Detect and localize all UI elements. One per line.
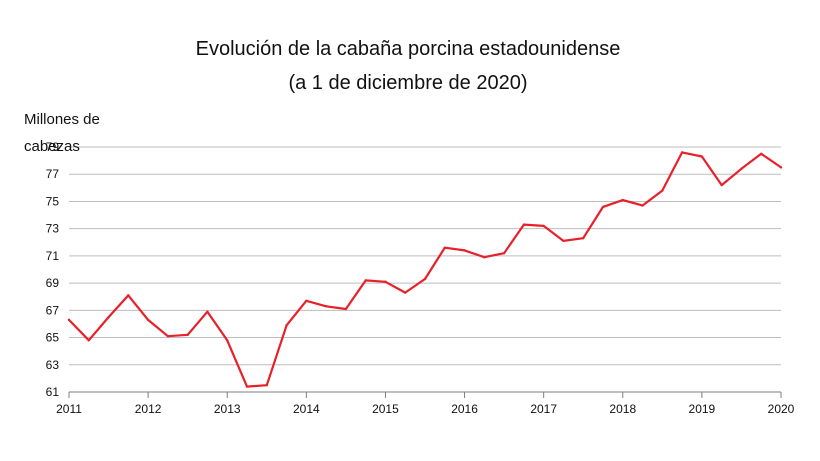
data-point — [265, 383, 268, 387]
x-tick-label: 2016 — [451, 402, 478, 416]
data-point — [740, 167, 743, 170]
series-line-0 — [67, 151, 783, 388]
data-point — [67, 318, 71, 322]
data-point — [423, 277, 427, 281]
x-tick-label: 2013 — [214, 402, 241, 416]
x-tick-label: 2015 — [372, 402, 399, 416]
gridlines — [69, 146, 781, 366]
data-point — [443, 246, 446, 249]
data-point — [404, 291, 407, 294]
data-point — [720, 183, 723, 187]
data-point — [206, 310, 209, 313]
y-tick-label: 75 — [46, 194, 60, 208]
data-point — [127, 294, 130, 297]
y-tick-label: 71 — [46, 249, 60, 263]
data-point — [245, 385, 249, 388]
data-point — [700, 155, 704, 158]
y-tick-label: 65 — [46, 331, 60, 345]
data-point — [680, 151, 684, 154]
x-tick-label: 2018 — [609, 402, 636, 416]
y-tick-label: 73 — [46, 222, 60, 236]
y-axis-label-line-2: cabezas — [24, 138, 80, 155]
data-point — [226, 339, 229, 342]
data-point — [661, 189, 664, 192]
data-point — [542, 224, 545, 228]
data-point — [483, 256, 486, 259]
data-point — [186, 333, 189, 337]
data-point — [107, 315, 110, 319]
y-tick-label: 77 — [46, 167, 60, 181]
data-point — [621, 198, 624, 202]
data-point — [601, 205, 605, 209]
data-point — [87, 339, 90, 342]
data-point — [641, 204, 644, 207]
axes — [68, 391, 782, 398]
x-tick-label: 2011 — [56, 402, 82, 416]
y-tick-label: 69 — [46, 276, 60, 290]
data-point — [146, 318, 150, 322]
y-axis-label-line-1: Millones de — [24, 111, 100, 128]
data-point — [364, 279, 367, 282]
x-tick-label: 2017 — [530, 402, 557, 416]
series — [67, 151, 783, 388]
data-point — [502, 251, 506, 255]
data-point — [344, 307, 348, 311]
data-point — [285, 324, 288, 327]
x-tick-label: 2020 — [768, 402, 795, 416]
y-tick-label: 67 — [46, 303, 60, 317]
y-tick-label: 63 — [46, 358, 60, 372]
chart-title-line-2: (a 1 de diciembre de 2020) — [288, 72, 527, 94]
data-point — [324, 305, 328, 308]
data-point — [166, 334, 170, 338]
x-tick-label: 2014 — [293, 402, 320, 416]
data-point — [582, 236, 585, 240]
data-point — [760, 152, 763, 156]
y-tick-label: 61 — [46, 385, 60, 399]
y-tick-label: 79 — [46, 140, 60, 154]
y-tick-labels: 61 63 65 67 69 71 73 75 77 79 — [46, 140, 60, 399]
chart-title-line-1: Evolución de la cabaña porcina estadouni… — [196, 38, 621, 60]
data-point — [522, 223, 526, 226]
data-point — [779, 166, 783, 169]
x-tick-labels: 2011 2012 2013 2014 2015 2016 2017 2018 2019 2020 — [56, 402, 795, 416]
data-point — [384, 280, 387, 283]
x-tick-label: 2019 — [689, 402, 716, 416]
data-point — [562, 239, 565, 243]
data-point — [463, 249, 466, 252]
data-point — [305, 299, 308, 303]
x-tick-label: 2012 — [135, 402, 162, 416]
